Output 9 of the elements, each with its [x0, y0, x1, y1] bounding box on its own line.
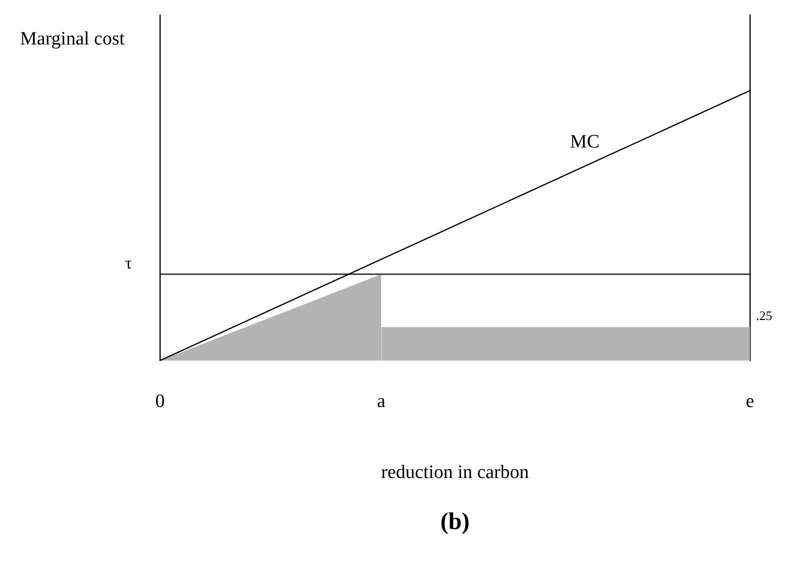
x-axis-title: reduction in carbon: [381, 462, 530, 483]
x-tick-label: 0: [155, 390, 165, 412]
text: (b): [440, 508, 470, 535]
annotation: .25: [756, 308, 772, 324]
ref-line-label: τ: [125, 254, 132, 273]
x-tick-label: e: [746, 390, 754, 412]
x-tick-label: a: [377, 390, 386, 412]
y-axis-title: Marginal cost: [20, 28, 126, 50]
series-label: MC: [570, 132, 600, 153]
